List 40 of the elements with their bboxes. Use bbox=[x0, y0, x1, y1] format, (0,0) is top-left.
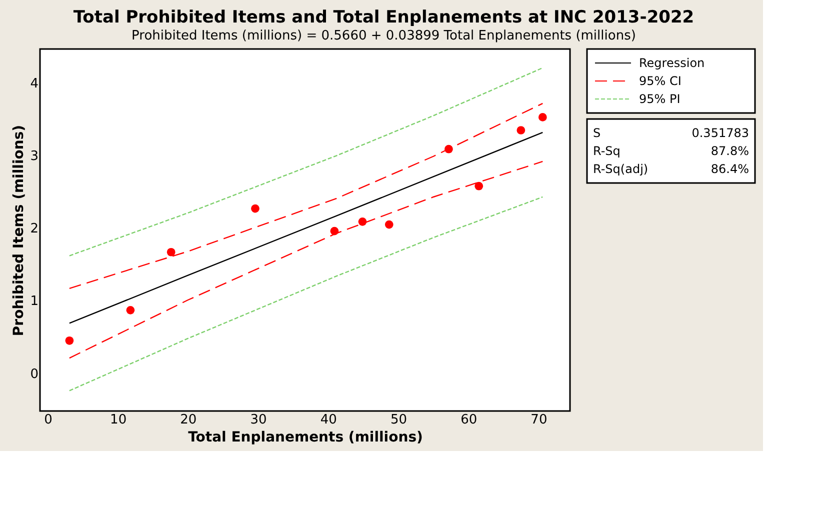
x-tick-label: 40 bbox=[320, 412, 337, 428]
point bbox=[65, 336, 74, 345]
line-series bbox=[68, 196, 544, 392]
point bbox=[126, 306, 135, 314]
point bbox=[358, 217, 367, 226]
line-series bbox=[68, 67, 544, 256]
point bbox=[474, 182, 484, 190]
chart-subtitle: Prohibited Items (millions) = 0.5660 + 0.03899 Total Enplanements (millions) bbox=[132, 28, 636, 44]
point bbox=[384, 220, 394, 229]
text: 87.8% bbox=[710, 144, 749, 158]
x-axis-title: Total Enplanements (millions) bbox=[188, 430, 423, 446]
x-tick-label: 50 bbox=[390, 412, 408, 428]
point bbox=[516, 126, 526, 134]
x-tick-label: 10 bbox=[110, 412, 127, 428]
y-tick-label: 0 bbox=[30, 366, 38, 382]
legend-label: 95% CI bbox=[639, 74, 682, 88]
line-series bbox=[68, 160, 544, 359]
line-series bbox=[68, 132, 544, 324]
text: S bbox=[593, 126, 601, 140]
point bbox=[166, 248, 176, 256]
x-tick-label: 60 bbox=[460, 412, 478, 428]
y-axis-title: Prohibited Items (millions) bbox=[11, 124, 28, 336]
text: 0.351783 bbox=[692, 126, 749, 140]
y-tick-label: 2 bbox=[30, 222, 38, 237]
y-tick-label: 3 bbox=[30, 149, 38, 164]
text: 86.4% bbox=[710, 162, 749, 176]
y-tick-label: 1 bbox=[30, 294, 38, 310]
x-tick-label: 20 bbox=[180, 412, 197, 428]
text: R-Sq(adj) bbox=[593, 162, 648, 176]
y-tick-label: 4 bbox=[30, 76, 38, 92]
x-tick-label: 70 bbox=[530, 412, 548, 428]
point bbox=[251, 204, 260, 213]
point bbox=[538, 113, 547, 122]
legend-label: Regression bbox=[639, 56, 705, 70]
chart-title: Total Prohibited Items and Total Enplanements at INC 2013-2022 bbox=[73, 8, 694, 28]
x-tick-label: 0 bbox=[44, 412, 52, 428]
line-series bbox=[68, 102, 544, 289]
x-tick-label: 30 bbox=[250, 412, 267, 428]
text: R-Sq bbox=[593, 144, 620, 158]
legend-label: 95% PI bbox=[639, 92, 680, 106]
